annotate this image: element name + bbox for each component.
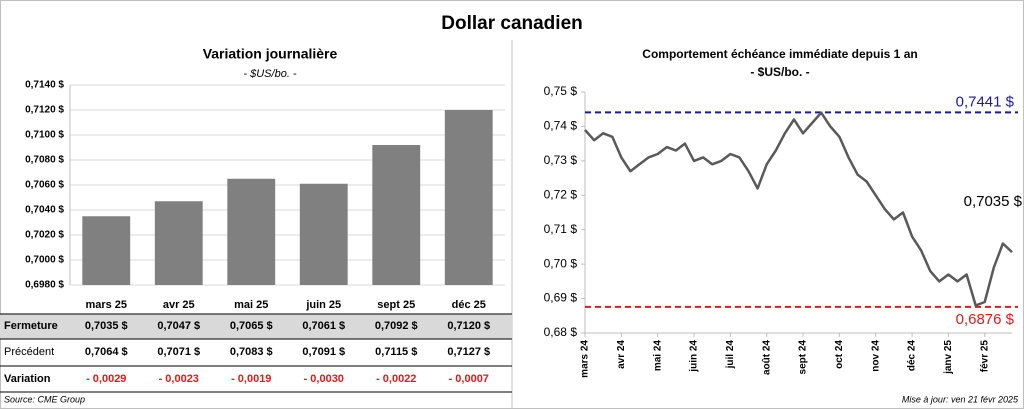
- y-tick-label: 0,73 $: [544, 153, 578, 167]
- table-cell: 0,7115 $: [375, 346, 417, 358]
- x-tick-label: août 24: [761, 340, 772, 375]
- table-cell: - 0,0023: [159, 373, 199, 385]
- x-tick-label: mars 25: [85, 299, 127, 311]
- y-tick-label: 0,69 $: [544, 291, 578, 305]
- y-tick-label: 0,7080 $: [25, 155, 64, 166]
- x-tick-label: avr 24: [616, 340, 627, 369]
- y-tick-label: 0,70 $: [544, 256, 578, 270]
- x-tick-label: févr 25: [979, 340, 990, 373]
- table-cell: 0,7127 $: [447, 346, 490, 358]
- y-tick-label: 0,7040 $: [25, 205, 64, 216]
- table-cell: 0,7083 $: [230, 346, 273, 358]
- x-tick-label: janv 25: [943, 340, 954, 375]
- x-tick-label: mai 25: [234, 299, 268, 311]
- reference-label: 0,7441 $: [956, 93, 1015, 110]
- x-tick-label: mars 24: [580, 340, 591, 378]
- updated: Mise à jour: ven 21 févr 2025: [902, 394, 1019, 404]
- chart-title: Comportement échéance immédiate depuis 1…: [642, 47, 917, 61]
- y-tick-label: 0,7000 $: [25, 255, 64, 266]
- table-cell: 0,7035 $: [85, 320, 128, 332]
- y-tick-label: 0,7140 $: [25, 80, 64, 91]
- reference-label: 0,6876 $: [956, 311, 1015, 328]
- row-label: Fermeture: [4, 320, 58, 332]
- table-cell: - 0,0019: [231, 373, 271, 385]
- y-tick-label: 0,6980 $: [25, 280, 64, 291]
- chart-title: Variation journalière: [203, 46, 338, 62]
- y-tick-label: 0,71 $: [544, 222, 578, 236]
- x-tick-label: déc 25: [452, 299, 486, 311]
- table-cell: 0,7071 $: [157, 346, 200, 358]
- x-tick-label: nov 24: [870, 340, 881, 372]
- y-tick-label: 0,74 $: [544, 119, 578, 133]
- table-cell: 0,7091 $: [302, 346, 345, 358]
- x-tick-label: avr 25: [163, 299, 195, 311]
- chart-subtitle: - $US/bo. -: [750, 65, 809, 79]
- table-cell: 0,7120 $: [447, 320, 490, 332]
- x-tick-label: juil 24: [725, 340, 736, 370]
- table-cell: 0,7065 $: [230, 320, 273, 332]
- y-tick-label: 0,72 $: [544, 187, 578, 201]
- table-cell: - 0,0029: [86, 373, 126, 385]
- y-tick-label: 0,75 $: [544, 84, 578, 98]
- y-tick-label: 0,7060 $: [25, 180, 64, 191]
- x-tick-label: mai 24: [652, 340, 663, 372]
- bar: [299, 183, 348, 285]
- bar: [227, 178, 276, 285]
- chart-subtitle: - $US/bo. -: [243, 68, 297, 80]
- bar: [82, 216, 131, 285]
- table-cell: 0,7061 $: [302, 320, 345, 332]
- x-tick-label: oct 24: [834, 340, 845, 369]
- x-tick-label: juin 24: [689, 340, 700, 373]
- price-line: [584, 111, 1013, 307]
- x-tick-label: déc 24: [907, 340, 918, 372]
- x-tick-label: sept 24: [798, 340, 809, 375]
- value-label: 0,7035 $: [964, 193, 1023, 210]
- table-cell: - 0,0007: [449, 373, 489, 385]
- bar: [372, 145, 421, 285]
- bar: [444, 110, 493, 285]
- table-cell: - 0,0030: [304, 373, 344, 385]
- table-cell: 0,7092 $: [375, 320, 418, 332]
- x-tick-label: juin 25: [305, 299, 341, 311]
- x-tick-label: sept 25: [377, 299, 415, 311]
- y-tick-label: 0,7120 $: [25, 105, 64, 116]
- y-tick-label: 0,7020 $: [25, 230, 64, 241]
- table-cell: - 0,0022: [376, 373, 416, 385]
- row-label: Précédent: [4, 346, 54, 358]
- table-cell: 0,7064 $: [85, 346, 128, 358]
- row-background: [0, 314, 512, 339]
- y-tick-label: 0,7100 $: [25, 130, 64, 141]
- page-title: Dollar canadien: [441, 13, 583, 34]
- bar: [154, 201, 203, 285]
- y-tick-label: 0,68 $: [544, 325, 578, 339]
- source: Source: CME Group: [4, 394, 85, 404]
- table-cell: 0,7047 $: [157, 320, 200, 332]
- row-label: Variation: [4, 373, 51, 385]
